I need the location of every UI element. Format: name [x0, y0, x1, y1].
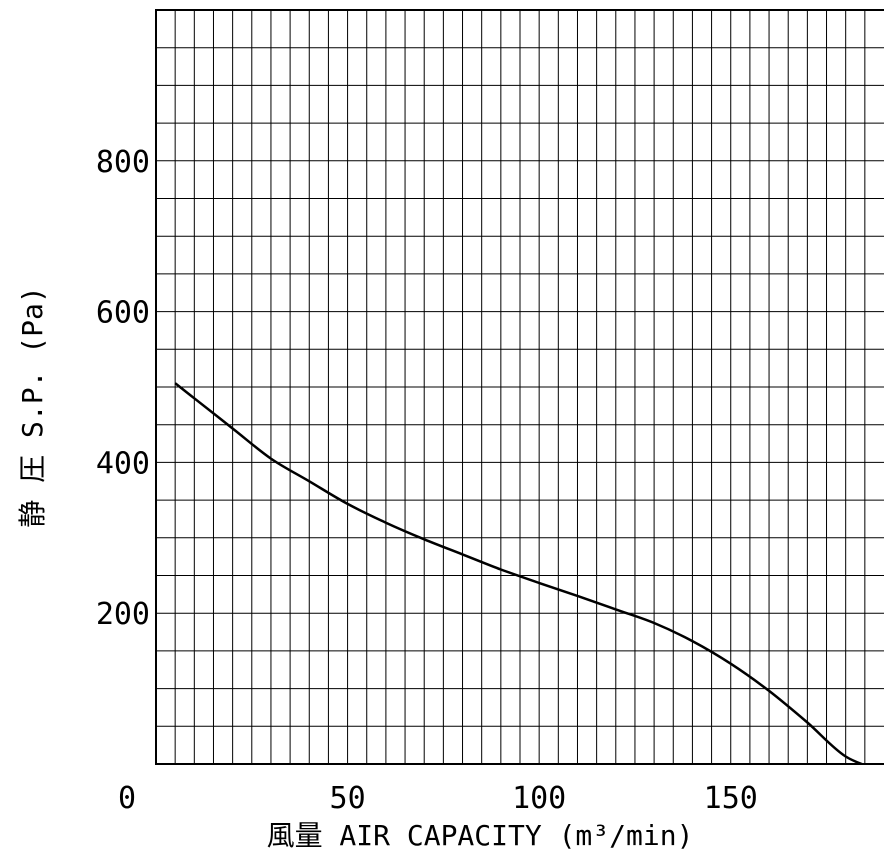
x-axis-label: 風量 AIR CAPACITY (m³/min)	[267, 819, 694, 852]
grid	[156, 10, 884, 764]
plot-frame	[155, 9, 884, 765]
y-tick-label: 200	[96, 597, 150, 632]
x-tick-labels: 50 100 150	[330, 781, 758, 816]
y-tick-label: 800	[96, 145, 150, 180]
x-tick-label: 100	[512, 781, 566, 816]
y-axis-label: 静 圧 S.P. (Pa)	[16, 286, 49, 527]
origin-label: 0	[118, 781, 136, 816]
y-tick-label: 400	[96, 446, 150, 481]
performance-curve	[174, 382, 866, 764]
y-tick-label: 600	[96, 296, 150, 331]
curve	[174, 382, 866, 764]
x-tick-label: 50	[330, 781, 366, 816]
x-tick-label: 150	[704, 781, 758, 816]
y-tick-labels: 200 400 600 800	[96, 145, 150, 632]
